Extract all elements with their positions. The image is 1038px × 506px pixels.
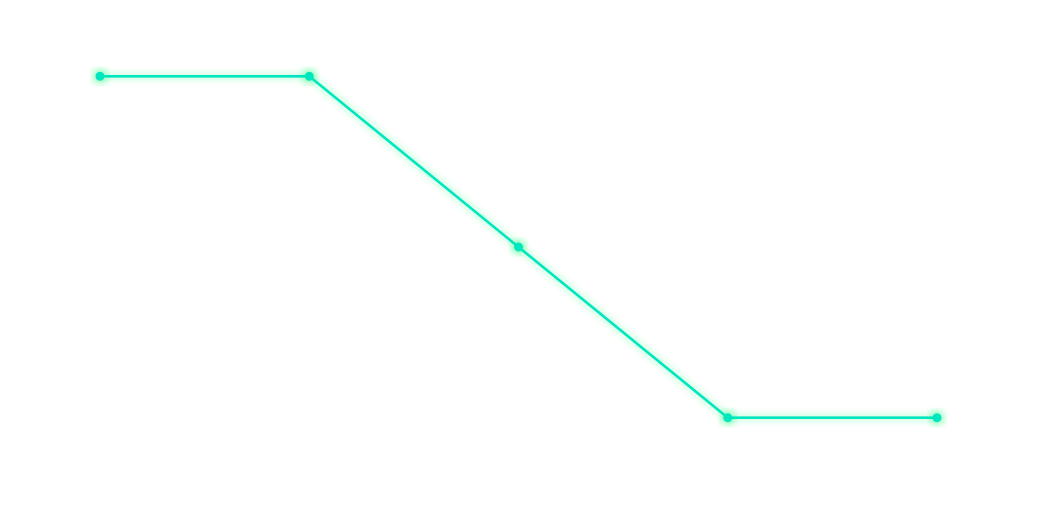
data-point bbox=[723, 413, 733, 423]
data-point bbox=[932, 413, 942, 423]
data-point bbox=[514, 242, 523, 252]
series-points bbox=[95, 71, 942, 423]
data-point bbox=[304, 71, 314, 81]
data-point bbox=[95, 71, 105, 81]
